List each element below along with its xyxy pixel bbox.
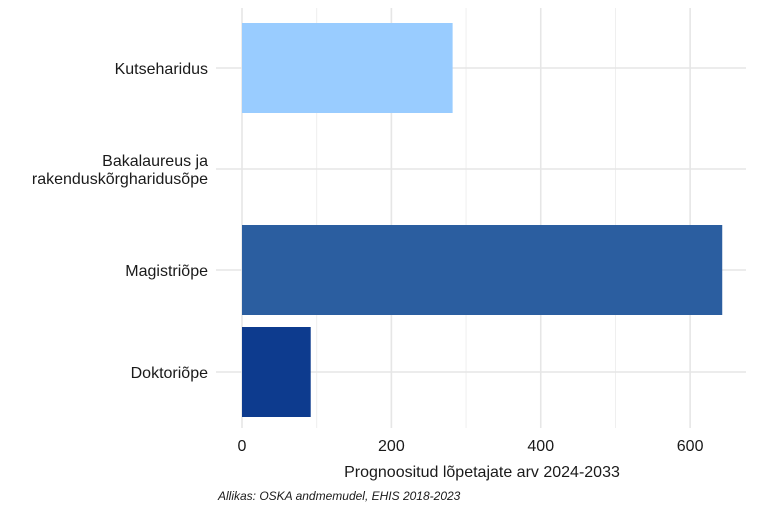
source-caption: Allikas: OSKA andmemudel, EHIS 2018-2023 xyxy=(217,489,461,503)
x-tick-labels: 0 200 400 600 xyxy=(238,438,704,455)
x-tick-label: 400 xyxy=(527,438,554,455)
category-label: Kutseharidus xyxy=(115,61,208,78)
category-label: Magistriõpe xyxy=(125,263,208,280)
x-tick-label: 200 xyxy=(378,438,405,455)
category-label: Doktoriõpe xyxy=(131,365,208,382)
x-tick-label: 600 xyxy=(677,438,704,455)
category-label: rakenduskõrgharidusõpe xyxy=(32,171,208,188)
x-axis-title: Prognoositud lõpetajate arv 2024-2033 xyxy=(344,464,620,481)
bar-4 xyxy=(242,327,311,417)
bar-3 xyxy=(242,225,723,315)
bar-1 xyxy=(242,23,453,113)
category-labels: Kutseharidus Bakalaureus jarakenduskõrgha… xyxy=(32,61,208,382)
x-tick-label: 0 xyxy=(238,438,247,455)
bars xyxy=(242,23,723,417)
category-label: Bakalaureus ja xyxy=(102,153,208,170)
